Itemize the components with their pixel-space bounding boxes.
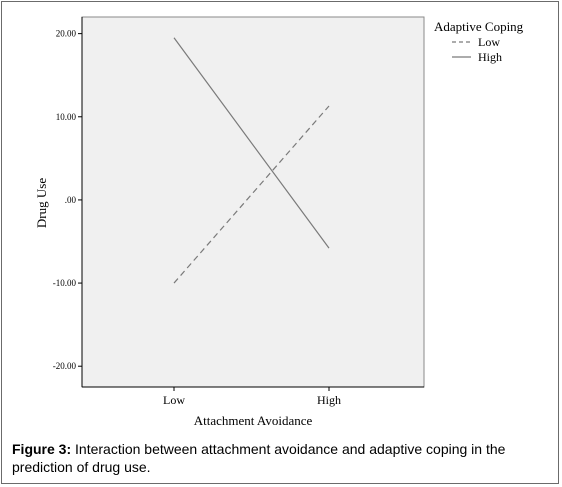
series-lines — [173, 37, 330, 284]
y-tick-label: 20.00 — [56, 29, 77, 39]
legend-title: Adaptive Coping — [434, 19, 524, 34]
plot-area — [81, 16, 425, 388]
y-axis-label: Drug Use — [34, 178, 49, 228]
legend-entry: High — [478, 50, 502, 64]
caption-label: Figure 3: — [12, 441, 72, 457]
y-tick-label: 10.00 — [56, 112, 77, 122]
y-tick-label: .00 — [65, 195, 77, 205]
y-tick-label: -20.00 — [53, 361, 77, 371]
x-tick-label: Low — [163, 393, 185, 407]
legend-entry: Low — [478, 35, 500, 49]
axes — [81, 17, 424, 388]
x-tick-label: High — [317, 393, 341, 407]
x-ticks: Low High — [163, 387, 341, 407]
y-tick-label: -10.00 — [53, 278, 77, 288]
y-ticks: 20.00 10.00 .00 -10.00 -20.00 — [53, 29, 82, 371]
figure-caption: Figure 3: Interaction between attachment… — [12, 440, 552, 476]
x-axis-label: Attachment Avoidance — [194, 413, 313, 428]
series-line-high — [173, 37, 330, 249]
caption-text: Interaction between attachment avoidance… — [12, 441, 506, 475]
